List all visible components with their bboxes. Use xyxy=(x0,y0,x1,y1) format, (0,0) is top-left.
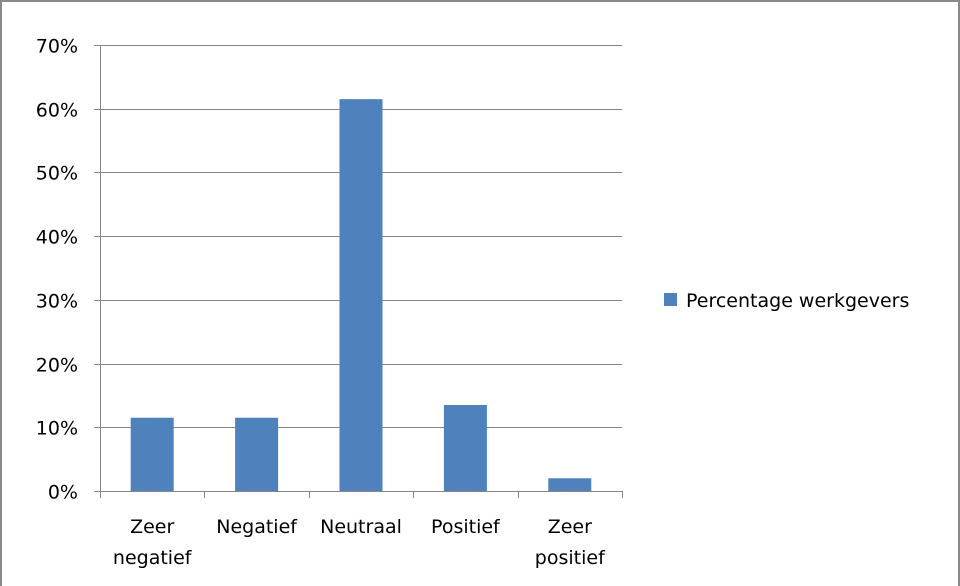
y-tick-label: 20% xyxy=(36,355,78,377)
x-category-label: Positief xyxy=(431,516,501,538)
legend-label: Percentage werkgevers xyxy=(686,290,909,312)
bar xyxy=(339,99,383,492)
y-tick-label: 40% xyxy=(36,227,78,249)
y-tick-label: 30% xyxy=(36,291,78,313)
x-category-label: Zeer negatief xyxy=(113,516,193,569)
x-category-label: Negatief xyxy=(216,516,298,538)
x-axis xyxy=(94,45,623,498)
bar xyxy=(443,404,487,491)
x-category-label: Zeer positief xyxy=(535,516,606,569)
y-axis-tick-labels: 0% 10% 20% 30% 40% 50% 60% 70% xyxy=(36,36,78,504)
legend: Percentage werkgevers xyxy=(664,290,909,312)
x-category-label: Neutraal xyxy=(320,516,402,538)
x-axis-category-labels: Zeer negatief Negatief Neutraal Positief Zeer… xyxy=(113,516,606,569)
bar xyxy=(548,478,592,491)
bar xyxy=(235,417,279,491)
y-tick-label: 10% xyxy=(36,418,78,440)
legend-swatch xyxy=(664,293,677,306)
y-tick-label: 50% xyxy=(36,163,78,185)
y-tick-label: 0% xyxy=(48,482,78,504)
y-tick-label: 70% xyxy=(36,36,78,58)
bars xyxy=(130,99,592,492)
bar xyxy=(130,417,174,491)
y-tick-label: 60% xyxy=(36,100,78,122)
